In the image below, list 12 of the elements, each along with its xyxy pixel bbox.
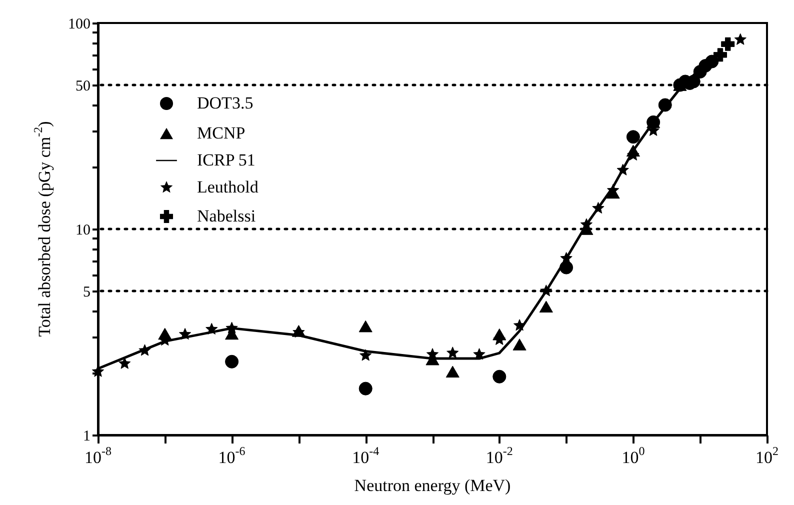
legend-label: ICRP 51 (197, 150, 256, 170)
y-tick-label: 1 (83, 428, 90, 444)
y-tick-label: 100 (68, 16, 90, 32)
y-axis-title: Total absorbed dose (pGy cm-2) (31, 121, 54, 337)
legend-label: Leuthold (197, 178, 259, 196)
legend-label: DOT3.5 (197, 94, 254, 112)
y-tick-label: 10 (76, 222, 90, 238)
x-axis-title: Neutron energy (MeV) (354, 476, 511, 495)
y-tick-label: 5 (83, 284, 90, 301)
legend-label: Nabelssi (197, 206, 256, 226)
legend-label: MCNP (197, 124, 246, 142)
y-tick-label: 50 (76, 78, 90, 95)
